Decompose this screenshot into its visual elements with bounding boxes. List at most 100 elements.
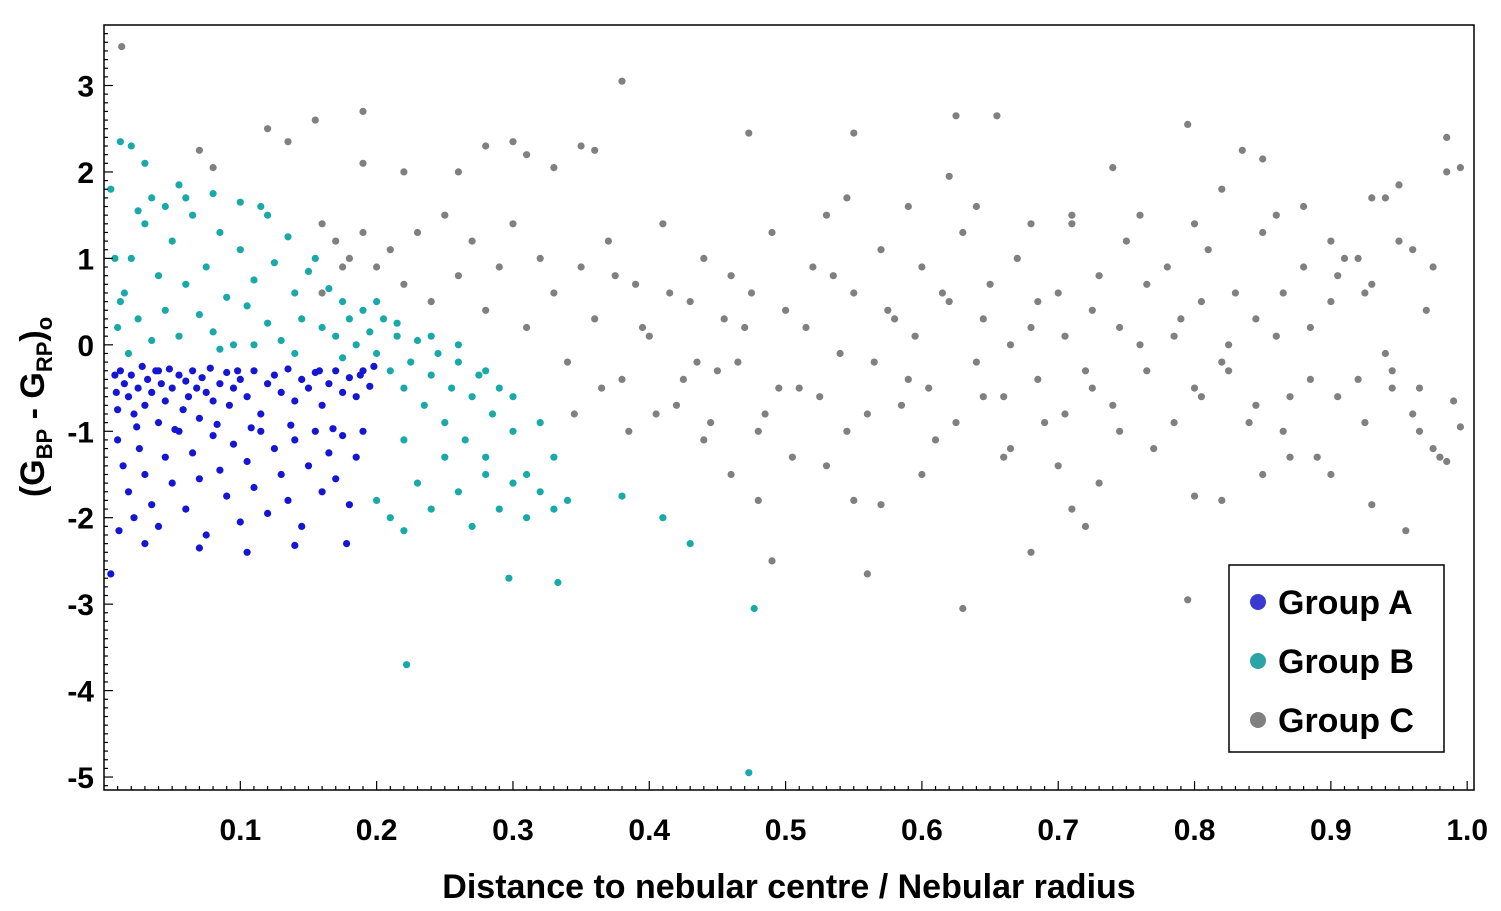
point-group-c-154 (1381, 194, 1389, 202)
point-group-c-163 (802, 323, 810, 332)
point-group-c-142 (843, 194, 851, 202)
point-group-a-70 (229, 440, 238, 448)
point-group-c-32 (332, 237, 340, 245)
point-group-a-59 (154, 522, 163, 531)
point-group-c-11 (1456, 164, 1464, 172)
point-group-c-212 (1279, 427, 1287, 435)
point-group-c-93 (1163, 263, 1171, 271)
point-group-c-75 (918, 263, 926, 271)
legend-item-group-b: Group B (1250, 643, 1414, 681)
point-group-c-37 (400, 280, 408, 288)
point-group-c-92 (1150, 445, 1158, 453)
y-axis: 3 2 1 0 -1 -2 -3 -4 -5 (67, 33, 113, 795)
point-group-c-164 (829, 272, 837, 280)
point-group-c-156 (611, 272, 619, 280)
point-group-c-31 (318, 220, 326, 228)
point-group-c-82 (1013, 254, 1021, 262)
point-group-c-181 (1334, 272, 1342, 280)
point-group-a-61 (168, 479, 176, 487)
point-group-c-185 (1429, 263, 1437, 271)
point-group-c-18 (454, 168, 462, 176)
point-group-b-39 (379, 315, 388, 323)
point-group-c-191 (707, 419, 715, 427)
point-group-c-87 (1081, 367, 1090, 375)
point-group-c-12 (1443, 168, 1451, 176)
point-group-c-200 (952, 419, 960, 427)
point-group-a-21 (193, 384, 201, 392)
point-group-b-88 (175, 181, 183, 189)
point-group-a-26 (209, 397, 217, 405)
data-points (107, 43, 1464, 777)
point-group-b-40 (386, 367, 394, 375)
point-group-c-72 (877, 246, 885, 254)
point-group-c-19 (482, 142, 490, 150)
point-group-b-98 (148, 194, 156, 202)
x-tick-label: 0.3 (492, 814, 534, 847)
point-group-c-129 (1068, 505, 1076, 513)
point-group-a-104 (287, 421, 295, 429)
point-group-b-30 (318, 323, 326, 332)
point-group-c-187 (598, 384, 606, 392)
y-tick-label: -3 (67, 589, 94, 622)
point-group-c-54 (632, 280, 640, 288)
point-group-b-96 (236, 198, 244, 206)
point-group-b-29 (311, 254, 319, 262)
point-group-c-29 (1368, 194, 1376, 202)
point-group-c-195 (816, 393, 824, 401)
point-group-c-155 (1409, 246, 1417, 254)
point-group-b-60 (550, 453, 558, 461)
x-tick-label: 0.2 (356, 814, 398, 847)
point-group-a-87 (345, 501, 353, 509)
point-group-c-100 (1259, 228, 1267, 237)
point-group-b-86 (127, 142, 135, 150)
point-group-c-81 (1000, 393, 1008, 401)
point-group-a-106 (154, 367, 163, 375)
point-group-c-23 (577, 142, 585, 150)
point-group-b-55 (488, 410, 497, 418)
point-group-a-81 (304, 462, 313, 470)
point-group-b-41 (393, 332, 401, 340)
y-label-sub-o: o (32, 317, 57, 330)
point-group-a-80 (298, 522, 306, 531)
point-group-c-113 (1436, 453, 1444, 461)
point-group-b-47 (434, 349, 442, 358)
point-group-c-118 (754, 496, 762, 504)
point-group-a-94 (243, 548, 251, 556)
point-group-c-97 (1218, 358, 1226, 366)
point-group-c-140 (1429, 445, 1437, 453)
point-group-b-95 (209, 190, 217, 198)
point-group-c-127 (1027, 548, 1035, 556)
point-group-a-25 (206, 364, 214, 372)
point-group-c-45 (509, 220, 517, 228)
point-group-a-101 (171, 425, 179, 434)
y-tick-label: 2 (77, 157, 94, 190)
point-group-c-172 (1088, 306, 1096, 314)
point-group-b-105 (393, 319, 401, 327)
legend: Group A Group B Group C (1228, 564, 1445, 753)
point-group-b-103 (339, 354, 347, 362)
point-group-a-97 (111, 371, 119, 379)
point-group-c-91 (1136, 341, 1144, 349)
point-group-b-58 (523, 470, 531, 479)
point-group-c-114 (1450, 397, 1458, 405)
point-group-a-28 (223, 368, 231, 377)
point-group-c-143 (904, 202, 912, 211)
point-group-a-48 (352, 393, 360, 401)
point-group-c-83 (1027, 323, 1035, 332)
point-group-b-6 (154, 272, 163, 280)
point-group-c-88 (1095, 272, 1103, 280)
point-group-c-80 (986, 280, 994, 288)
point-group-c-10 (1443, 133, 1451, 141)
point-group-c-159 (693, 358, 701, 366)
point-group-c-144 (972, 202, 981, 211)
point-group-b-84 (745, 769, 753, 777)
point-group-c-130 (1081, 522, 1090, 531)
point-group-b-71 (536, 488, 544, 496)
point-group-c-86 (1068, 220, 1076, 228)
point-group-c-171 (1061, 332, 1069, 340)
point-group-a-68 (216, 466, 224, 474)
point-group-a-14 (165, 365, 173, 373)
point-group-b-24 (277, 336, 285, 345)
point-group-a-9 (148, 388, 156, 396)
